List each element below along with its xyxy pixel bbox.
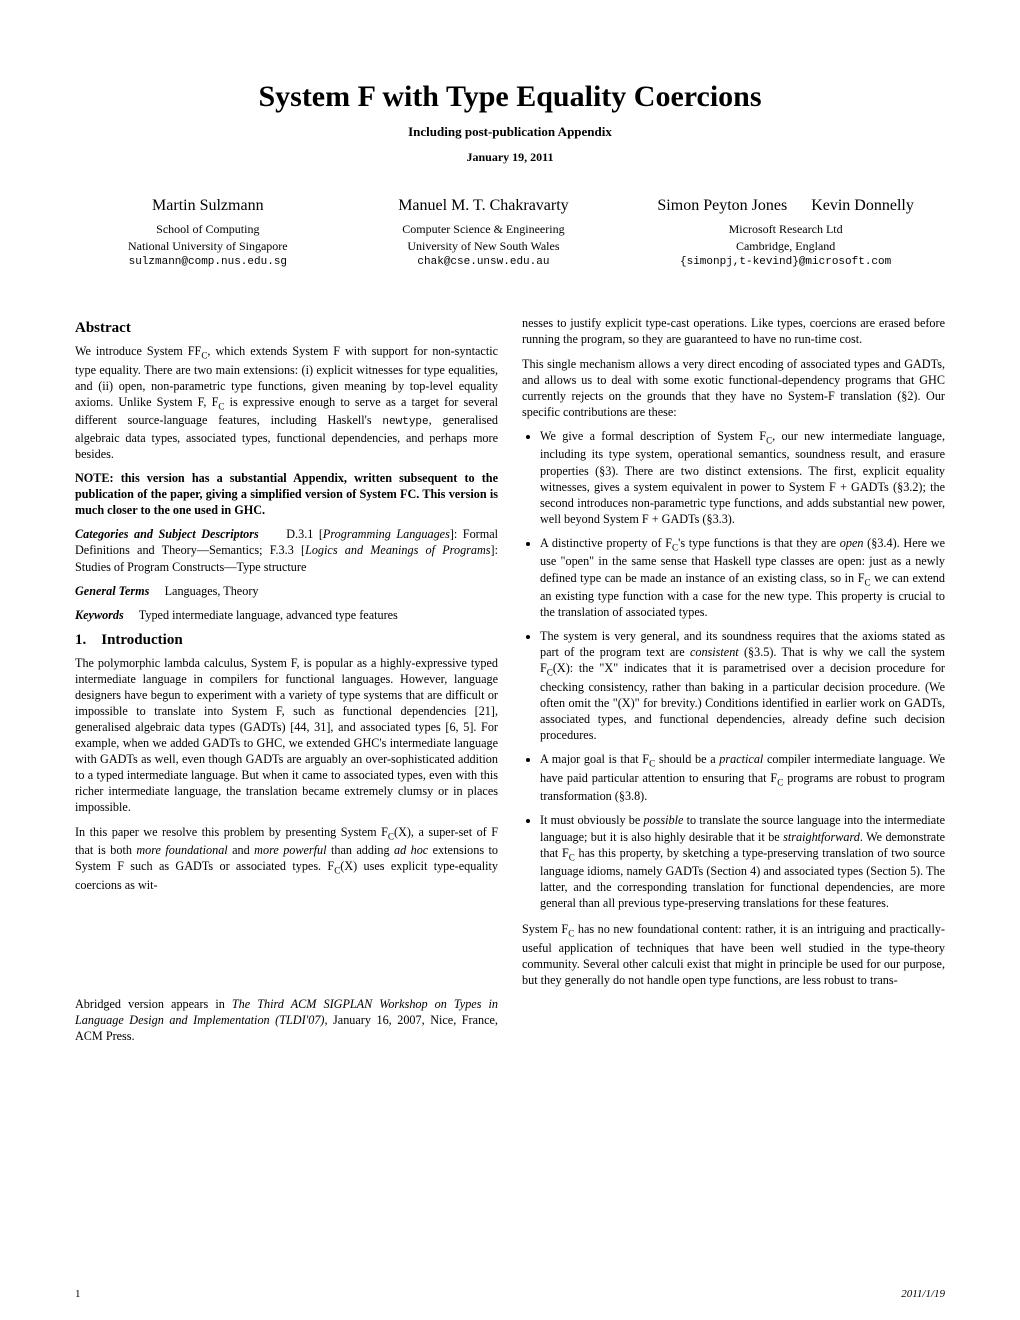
contribution-item: A distinctive property of FC's type func… (540, 535, 945, 620)
author-affil: Computer Science & Engineering (351, 221, 617, 238)
authors-row: Martin Sulzmann School of Computing Nati… (75, 195, 945, 270)
author-name: Manuel M. T. Chakravarty (351, 195, 617, 217)
author-block-3: Simon Peyton Jones Kevin Donnelly Micros… (626, 195, 945, 270)
keywords-paragraph: Keywords Typed intermediate language, ad… (75, 607, 498, 623)
intro-p1: The polymorphic lambda calculus, System … (75, 655, 498, 816)
footer-date: 2011/1/19 (901, 1288, 945, 1300)
abstract-paragraph: We introduce System FFC, which extends S… (75, 343, 498, 462)
publication-footnote: Abridged version appears in The Third AC… (75, 996, 498, 1044)
author-email: {simonpj,t-kevind}@microsoft.com (626, 255, 945, 270)
left-column: Abstract We introduce System FFC, which … (75, 315, 498, 1044)
paper-date: January 19, 2011 (75, 150, 945, 165)
author-name: Simon Peyton Jones Kevin Donnelly (626, 195, 945, 217)
note-paragraph: NOTE: this version has a substantial App… (75, 470, 498, 518)
introduction-heading: 1. Introduction (75, 631, 498, 651)
page-number: 1 (75, 1288, 81, 1300)
author-affil: School of Computing (75, 221, 341, 238)
right-p3: System FC has no new foundational conten… (522, 921, 945, 988)
author-email: chak@cse.unsw.edu.au (351, 255, 617, 270)
author-affil: Microsoft Research Ltd (626, 221, 945, 238)
author-name: Martin Sulzmann (75, 195, 341, 217)
author-affil: Cambridge, England (626, 238, 945, 255)
author-email: sulzmann@comp.nus.edu.sg (75, 255, 341, 270)
categories-paragraph: Categories and Subject Descriptors D.3.1… (75, 526, 498, 574)
general-terms-paragraph: General Terms Languages, Theory (75, 583, 498, 599)
right-column: nesses to justify explicit type-cast ope… (522, 315, 945, 1044)
author-block-1: Martin Sulzmann School of Computing Nati… (75, 195, 341, 270)
right-p1: nesses to justify explicit type-cast ope… (522, 315, 945, 347)
contribution-item: We give a formal description of System F… (540, 428, 945, 527)
abstract-heading: Abstract (75, 319, 498, 339)
paper-title: System F with Type Equality Coercions (75, 80, 945, 114)
author-affil: National University of Singapore (75, 238, 341, 255)
intro-p2: In this paper we resolve this problem by… (75, 824, 498, 893)
body-columns: Abstract We introduce System FFC, which … (75, 315, 945, 1044)
author-affil: University of New South Wales (351, 238, 617, 255)
paper-page: System F with Type Equality Coercions In… (0, 0, 1020, 1320)
right-p2: This single mechanism allows a very dire… (522, 356, 945, 420)
page-footer: 1 2011/1/19 (75, 1288, 945, 1300)
contribution-item: It must obviously be possible to transla… (540, 812, 945, 911)
paper-subtitle: Including post-publication Appendix (75, 124, 945, 140)
contribution-item: A major goal is that FC should be a prac… (540, 751, 945, 804)
contribution-item: The system is very general, and its soun… (540, 628, 945, 743)
contributions-list: We give a formal description of System F… (522, 428, 945, 911)
author-block-2: Manuel M. T. Chakravarty Computer Scienc… (351, 195, 617, 270)
